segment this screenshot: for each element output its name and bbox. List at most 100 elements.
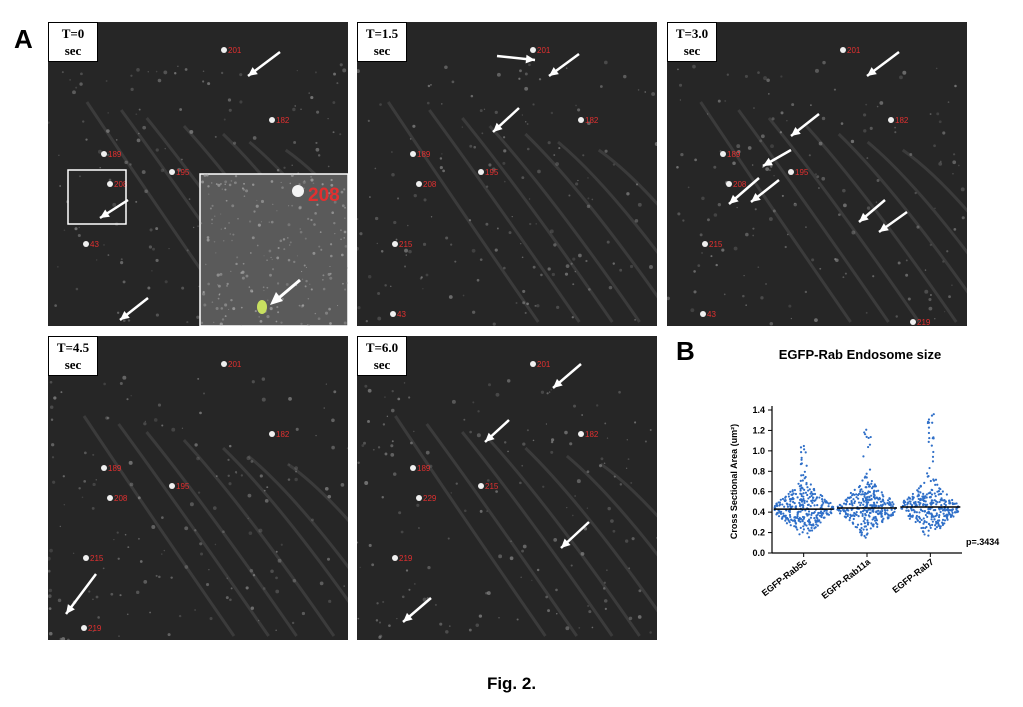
data-point — [888, 503, 891, 507]
inset-speckle — [305, 266, 307, 268]
time-label: T=4.5 sec — [48, 336, 98, 376]
speckle — [308, 92, 310, 94]
endosome-spot — [101, 465, 107, 471]
speckle — [522, 289, 526, 293]
speckle — [676, 165, 679, 169]
speckle — [339, 133, 342, 136]
data-point — [914, 502, 917, 505]
data-point — [791, 505, 794, 508]
speckle — [805, 226, 807, 228]
data-point — [914, 520, 917, 524]
speckle — [479, 258, 483, 262]
speckle — [507, 450, 509, 453]
inset-speckle — [224, 227, 227, 230]
speckle — [468, 219, 472, 222]
speckle — [721, 248, 725, 252]
data-point — [927, 475, 930, 478]
data-point — [789, 524, 792, 527]
data-point — [930, 503, 933, 506]
speckle — [591, 198, 594, 201]
speckle — [69, 79, 71, 81]
inset-speckle — [219, 182, 222, 185]
data-point — [927, 522, 930, 525]
data-point — [858, 528, 862, 531]
speckle — [124, 533, 127, 536]
chart-title: EGFP-Rab Endosome size — [778, 347, 942, 362]
speckle — [766, 78, 770, 83]
speckle — [469, 144, 473, 148]
speckle — [126, 613, 129, 616]
speckle — [447, 537, 450, 540]
speckle — [781, 194, 784, 197]
data-point — [948, 501, 951, 504]
inset-speckle — [340, 238, 342, 241]
spot-label: 182 — [585, 116, 599, 125]
data-point — [923, 481, 926, 484]
speckle — [188, 198, 191, 200]
speckle — [697, 264, 701, 267]
data-point — [950, 513, 954, 517]
data-point — [869, 508, 872, 511]
speckle — [163, 549, 166, 552]
data-point — [793, 488, 797, 492]
data-point — [810, 526, 813, 529]
speckle — [581, 414, 584, 416]
inset-speckle — [255, 204, 259, 208]
speckle — [179, 108, 183, 111]
speckle — [486, 479, 490, 482]
data-point — [815, 497, 818, 500]
data-point — [865, 528, 868, 531]
speckle — [747, 146, 752, 150]
speckle — [953, 228, 957, 231]
inset-speckle — [319, 231, 322, 234]
speckle — [520, 242, 522, 245]
data-point — [861, 479, 864, 482]
speckle — [408, 588, 411, 591]
speckle — [842, 203, 847, 208]
data-point — [797, 482, 800, 485]
speckle — [531, 579, 533, 582]
spot-label: 215 — [709, 240, 723, 249]
data-point — [820, 512, 823, 515]
speckle — [550, 438, 555, 442]
speckle — [342, 68, 347, 73]
data-point — [938, 525, 941, 528]
data-point — [783, 505, 786, 508]
data-point — [930, 514, 933, 518]
data-point — [814, 526, 817, 529]
inset-speckle — [240, 306, 243, 309]
speckle — [310, 95, 314, 100]
speckle — [842, 188, 846, 193]
data-point — [925, 503, 929, 506]
speckle — [75, 287, 79, 291]
inset-speckle — [218, 293, 221, 296]
x-category-label: EGFP-Rab11a — [820, 556, 873, 601]
data-point — [946, 509, 949, 512]
speckle — [48, 588, 53, 593]
inset-speckle — [215, 307, 219, 311]
speckle — [811, 258, 815, 262]
data-point — [908, 517, 911, 520]
inset-speckle — [234, 182, 236, 184]
speckle — [680, 152, 684, 157]
data-point — [813, 517, 816, 520]
inset-speckle — [223, 240, 225, 242]
spot-label: 182 — [276, 430, 290, 439]
speckle — [275, 576, 278, 580]
inset-speckle — [219, 322, 223, 326]
data-point — [922, 502, 925, 506]
data-point — [788, 503, 792, 506]
speckle — [608, 285, 613, 290]
inset-speckle — [327, 272, 331, 276]
speckle — [138, 108, 141, 111]
inset-speckle — [225, 199, 228, 202]
data-point — [810, 529, 814, 532]
inset-speckle — [215, 252, 217, 254]
speckle — [77, 233, 81, 237]
data-point — [937, 515, 941, 519]
data-point — [918, 511, 921, 514]
speckle — [388, 624, 391, 628]
data-point — [865, 486, 868, 489]
data-point — [781, 497, 785, 501]
data-point — [820, 515, 823, 519]
